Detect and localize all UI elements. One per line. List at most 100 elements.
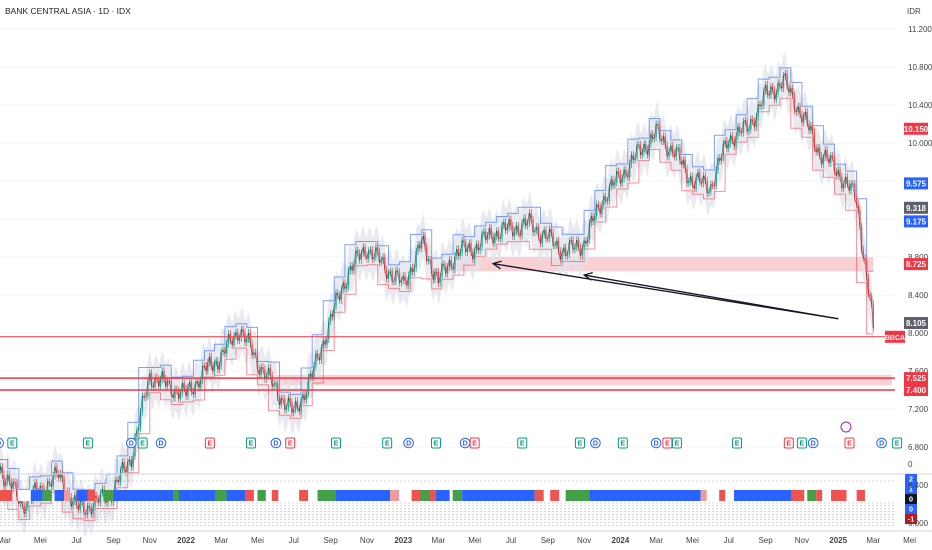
indicator-segment xyxy=(226,490,245,501)
indicator-segment xyxy=(271,490,279,501)
indicator-segment xyxy=(87,490,96,501)
price-tag-label: 7.400 xyxy=(906,386,927,395)
candle-body xyxy=(666,145,668,157)
y-tick-label: 6.400 xyxy=(908,481,929,490)
candle-body xyxy=(719,158,721,161)
event-label: E xyxy=(665,441,670,448)
candle-body xyxy=(599,206,601,214)
candle-body xyxy=(333,306,335,317)
candle-body xyxy=(581,248,583,256)
candle-body xyxy=(406,280,408,286)
candle-body xyxy=(691,176,694,185)
candle-body xyxy=(88,505,91,508)
event-label: E xyxy=(434,441,439,448)
candle-body xyxy=(545,230,547,239)
candle-body xyxy=(364,247,366,256)
indicator-segment xyxy=(856,490,865,501)
earnings-icon xyxy=(671,437,682,449)
event-label: E xyxy=(86,441,91,448)
indicator-segment xyxy=(791,490,805,501)
candle-body xyxy=(132,456,134,467)
price-tag-label: 9.318 xyxy=(906,204,927,213)
candle-body xyxy=(757,104,759,117)
candle-body xyxy=(510,219,512,226)
candle-body xyxy=(161,370,163,380)
candle-body xyxy=(459,252,462,256)
candle-body xyxy=(559,250,562,260)
price-tag xyxy=(904,177,928,190)
candle-body xyxy=(583,240,585,249)
x-tick-label: Sep xyxy=(324,536,339,545)
indicator-segment xyxy=(215,490,227,501)
candle-body xyxy=(391,271,393,282)
price-tag xyxy=(904,215,928,228)
candle-body xyxy=(508,219,510,228)
candle-body xyxy=(61,473,64,479)
indicator-value: -1 xyxy=(908,515,915,524)
event-label: D xyxy=(406,441,411,448)
event-markers[interactable]: DEEDEDEEDEEEDEDEEEDEDEEEEEDEDE xyxy=(0,421,903,449)
candle-body xyxy=(833,157,836,172)
earnings-icon xyxy=(574,437,585,449)
candle-body xyxy=(801,114,803,123)
candle-body xyxy=(634,157,636,160)
earnings-icon xyxy=(7,437,18,449)
candle-body xyxy=(497,231,500,239)
candle-body xyxy=(70,496,72,507)
candle-body xyxy=(119,470,122,483)
band-area xyxy=(0,51,874,537)
candle-body xyxy=(400,280,403,283)
candle-body xyxy=(864,257,866,261)
candle-body xyxy=(521,223,523,236)
candle-body xyxy=(244,332,246,343)
candle-body xyxy=(648,143,650,155)
candle-body xyxy=(603,196,605,206)
indicator-segment xyxy=(734,490,792,501)
candle-body xyxy=(481,233,483,248)
candle-body xyxy=(839,169,841,177)
price-tag-label: 7.525 xyxy=(906,374,927,383)
indicator-segment xyxy=(113,490,192,501)
candle-body xyxy=(628,164,631,178)
event-label: D xyxy=(463,441,468,448)
candle-body xyxy=(479,247,481,251)
indicator-segment xyxy=(76,490,88,501)
event-label: E xyxy=(10,441,15,448)
candle-body xyxy=(326,339,328,345)
candle-body xyxy=(594,216,596,222)
candle-body xyxy=(720,157,723,161)
price-axis[interactable]: 11.20010.80010.40010.0009.6009.2008.8008… xyxy=(885,25,932,550)
candle-body xyxy=(185,388,187,397)
candle-body xyxy=(409,267,412,276)
candle-body xyxy=(413,268,416,273)
candle-body xyxy=(98,498,100,503)
price-tag-label: 9.175 xyxy=(906,217,927,226)
candle-body xyxy=(454,256,456,270)
time-axis[interactable]: Mar Mei Jul Sep Nov 2022 Mar Mei Jul Sep Nov 2023 Ma… xyxy=(0,530,932,545)
candle-body xyxy=(166,380,169,387)
candle-body xyxy=(557,240,560,251)
candle-body xyxy=(715,170,717,186)
candle-body xyxy=(761,105,763,107)
event-label: E xyxy=(735,441,740,448)
event-label: E xyxy=(578,441,583,448)
candle-body xyxy=(822,157,825,165)
candle-body xyxy=(739,126,741,132)
candle-body xyxy=(786,73,788,87)
candle-body xyxy=(872,303,874,329)
candle-body xyxy=(285,407,288,410)
event-label: E xyxy=(140,441,145,448)
candle-body xyxy=(349,265,352,271)
candle-body xyxy=(763,91,765,106)
earnings-icon xyxy=(662,437,673,449)
candle-body xyxy=(477,244,480,251)
candle-body xyxy=(437,271,440,284)
candle-body xyxy=(616,171,618,183)
candle-body xyxy=(194,383,196,395)
indicator-value: 0 xyxy=(909,505,913,514)
candle-body xyxy=(170,380,173,395)
candle-body xyxy=(731,135,734,141)
candle-body xyxy=(766,84,769,95)
arrow-drawings[interactable] xyxy=(491,260,839,320)
